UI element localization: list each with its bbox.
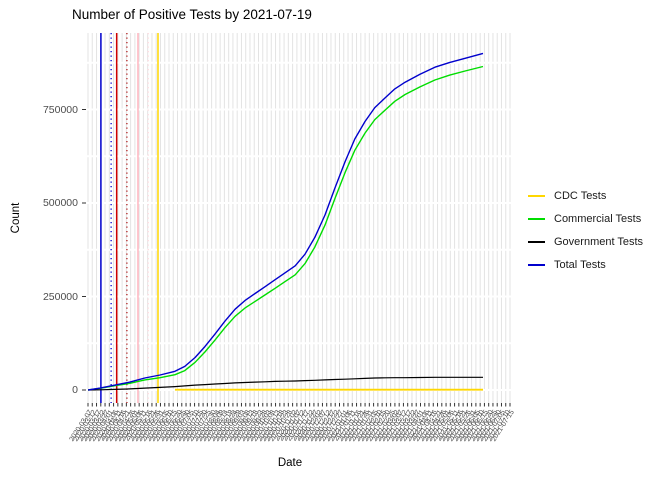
chart-title: Number of Positive Tests by 2021-07-19: [72, 7, 312, 22]
legend-key-line: [528, 194, 545, 197]
series-line-commercial-tests: [88, 65, 484, 391]
x-axis-title: Date: [277, 457, 303, 469]
y-tick-label: 0: [72, 384, 78, 396]
legend-item-label: Commercial Tests: [554, 212, 642, 225]
legend: CDC Tests Commercial Tests Government Test…: [528, 184, 643, 276]
legend-item-commercial-tests: Commercial Tests: [528, 207, 643, 230]
legend-item-total-tests: Total Tests: [528, 253, 643, 276]
legend-key-line: [528, 217, 545, 220]
legend-item-label: Government Tests: [554, 235, 644, 248]
legend-key-line: [528, 240, 545, 243]
series-line-government-tests: [88, 376, 483, 391]
legend-item-cdc-tests: CDC Tests: [528, 184, 643, 207]
y-tick-label: 250000: [42, 290, 78, 303]
y-tick-label: 750000: [42, 103, 78, 116]
legend-item-label: Total Tests: [554, 258, 606, 271]
legend-item-government-tests: Government Tests: [528, 230, 643, 253]
series-line-total-tests: [87, 52, 484, 391]
legend-key-line: [528, 263, 545, 266]
legend-item-label: CDC Tests: [554, 189, 607, 202]
y-tick-label: 500000: [42, 197, 78, 209]
